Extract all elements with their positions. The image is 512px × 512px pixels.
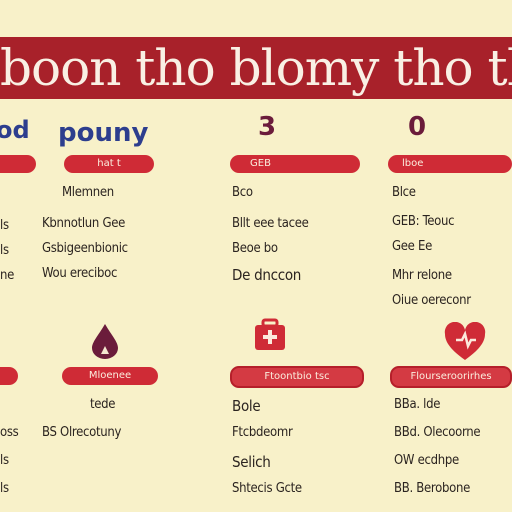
column-4-line: Blce <box>392 185 416 200</box>
lower-column-3-line: Shtecis Gcte <box>232 481 302 496</box>
column-3-line: Bllt eee tacee <box>232 216 309 231</box>
column-3-line: De dnccon <box>232 266 302 284</box>
lower-column-4-line: BBa. lde <box>394 397 441 412</box>
lower-column-3-line: Selich <box>232 453 271 471</box>
column-1-pill[interactable] <box>0 155 36 173</box>
drop-icon <box>92 324 118 359</box>
lower-column-2-pill[interactable]: Mloenee <box>62 367 158 385</box>
column-4-pill[interactable]: lboe <box>388 155 512 173</box>
lower-column-1-line: ls <box>0 481 9 496</box>
column-4-heading: 0 <box>408 112 427 142</box>
heart-icon <box>444 322 486 360</box>
lower-column-2-line: tede <box>90 397 116 412</box>
column-2-heading: pouny <box>58 118 149 148</box>
column-1-heading: od <box>0 116 30 144</box>
lower-column-1-line: oss <box>0 425 19 440</box>
column-1-line: ne <box>0 268 15 283</box>
lower-column-4-line: BBd. Olecoorne <box>394 425 481 440</box>
column-3-line: Beoe bo <box>232 241 278 256</box>
lower-column-3-line: Bole <box>232 397 261 415</box>
lower-column-4-pill[interactable]: Flourseroorirhes <box>390 366 512 388</box>
column-2-line: Mlemnen <box>62 185 114 200</box>
lower-column-2-line: BS Olrecotuny <box>42 425 122 440</box>
column-3-pill[interactable]: GEB <box>230 155 360 173</box>
column-4-line: Gee Ee <box>392 239 432 254</box>
column-3-line: Bco <box>232 185 253 200</box>
title-banner: boon tho blomy tho the wa <box>0 37 512 99</box>
column-4-line: GEB: Teouc <box>392 214 455 229</box>
column-3-heading: 3 <box>258 112 277 142</box>
column-2-line: Kbnnotlun Gee <box>42 216 126 231</box>
medical-bag-icon <box>255 318 285 350</box>
column-2-line: Gsbigeenbionic <box>42 241 128 256</box>
lower-column-3-line: Ftcbdeomr <box>232 425 293 440</box>
banner-title: boon tho blomy tho the wa <box>0 39 512 97</box>
lower-column-1-pill[interactable] <box>0 367 18 385</box>
lower-column-4-line: OW ecdhpe <box>394 453 459 468</box>
lower-column-3-pill[interactable]: Ftoontbio tsc <box>230 366 364 388</box>
column-4-line: Oiue oereconr <box>392 293 471 308</box>
column-4-line: Mhr relone <box>392 268 452 283</box>
lower-column-4-line: BB. Berobone <box>394 481 470 496</box>
column-1-line: ls <box>0 218 9 233</box>
column-1-line: ls <box>0 243 9 258</box>
lower-column-1-line: ls <box>0 453 9 468</box>
column-2-pill[interactable]: hat t <box>64 155 154 173</box>
column-2-line: Wou ereciboc <box>42 266 118 281</box>
